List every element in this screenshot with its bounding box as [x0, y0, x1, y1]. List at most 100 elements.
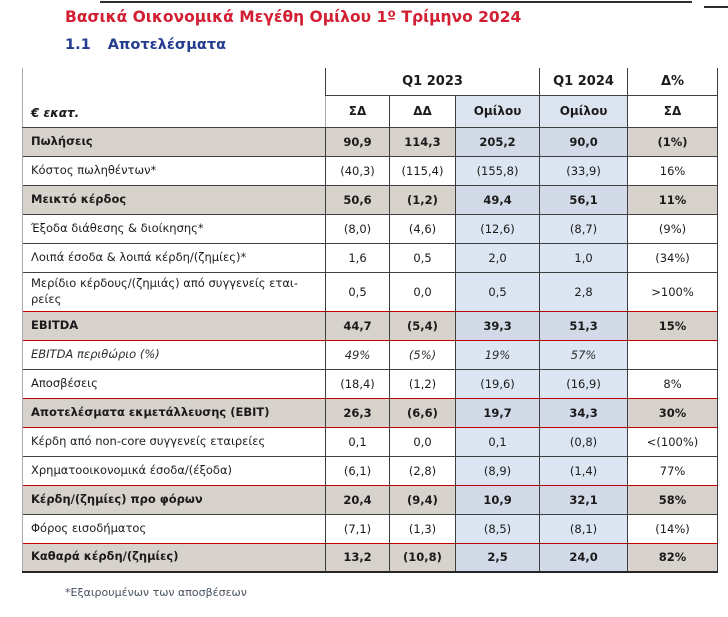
- cell-value: 0,5: [389, 242, 456, 272]
- cell-value: (1%): [627, 126, 718, 156]
- row-label: Μερίδιο κέρδους/(ζημιάς) από συγγενείς ε…: [22, 271, 326, 311]
- cell-value: (14%): [627, 513, 718, 543]
- section-number: 1.1: [65, 37, 91, 53]
- page-top-rule-fragment: [704, 6, 728, 8]
- table-row: Καθαρά κέρδη/(ζημίες) 13,2 (10,8) 2,5 24,0 82…: [22, 542, 718, 572]
- cell-value: 0,1: [325, 426, 390, 456]
- cell-value: 57%: [539, 339, 628, 369]
- cell-value: (9,4): [389, 484, 456, 514]
- row-label: Αποσβέσεις: [22, 368, 326, 398]
- table-row: EBITDA περιθώριο (%) 49% (5%) 19% 57%: [22, 339, 718, 369]
- cell-value: (0,8): [539, 426, 628, 456]
- subheader-dd-2023: ΔΔ: [389, 95, 456, 128]
- unit-label: € εκατ.: [22, 68, 326, 128]
- cell-value: 77%: [627, 455, 718, 485]
- cell-value: (19,6): [454, 368, 540, 398]
- cell-value: (5%): [389, 339, 456, 369]
- cell-value: (10,8): [389, 542, 456, 572]
- row-label: Κόστος πωληθέντων*: [22, 155, 326, 185]
- table-row: Κόστος πωληθέντων* (40,3) (115,4) (155,8) (3…: [22, 155, 718, 185]
- subheader-sd-2023: ΣΔ: [325, 95, 390, 128]
- cell-value: 34,3: [539, 397, 628, 427]
- row-label: Έξοδα διάθεσης & διοίκησης*: [22, 213, 326, 243]
- row-label: Κέρδη/(ζημίες) προ φόρων: [22, 484, 326, 514]
- cell-value: (4,6): [389, 213, 456, 243]
- row-label: Καθαρά κέρδη/(ζημίες): [22, 542, 326, 572]
- cell-value: 1,0: [539, 242, 628, 272]
- col-group-delta: Δ%: [627, 68, 718, 96]
- row-label: Αποτελέσματα εκμετάλλευσης (EBIT): [22, 397, 326, 427]
- cell-value: 82%: [627, 542, 718, 572]
- cell-value: 30%: [627, 397, 718, 427]
- page-top-rule: [100, 1, 692, 3]
- header-group-row: € εκατ. Q1 2023 Q1 2024 Δ%: [22, 68, 718, 128]
- cell-value: 24,0: [539, 542, 628, 572]
- cell-value: (1,2): [389, 184, 456, 214]
- cell-value: 56,1: [539, 184, 628, 214]
- cell-value: 0,5: [325, 271, 390, 311]
- cell-value: (115,4): [389, 155, 456, 185]
- cell-value: 13,2: [325, 542, 390, 572]
- cell-value: 51,3: [539, 310, 628, 340]
- table-row: Κέρδη από non-core συγγενείς εταιρείες 0,…: [22, 426, 718, 456]
- cell-value: 44,7: [325, 310, 390, 340]
- cell-value: (8,0): [325, 213, 390, 243]
- cell-value: 39,3: [454, 310, 540, 340]
- section-heading: 1.1 Αποτελέσματα: [65, 37, 226, 53]
- cell-value: 19,7: [454, 397, 540, 427]
- cell-value: 26,3: [325, 397, 390, 427]
- cell-value: 90,0: [539, 126, 628, 156]
- cell-value: (8,5): [454, 513, 540, 543]
- cell-value: (18,4): [325, 368, 390, 398]
- cell-value: 10,9: [454, 484, 540, 514]
- cell-value: (40,3): [325, 155, 390, 185]
- header-sub-row: ΣΔ ΔΔ Ομίλου Ομίλου ΣΔ: [23, 95, 718, 128]
- cell-value: 8%: [627, 368, 718, 398]
- results-table: € εκατ. Q1 2023 Q1 2024 Δ% ΣΔ ΔΔ Ομίλου …: [22, 68, 719, 573]
- table-row: Χρηματοοικονομικά έσοδα/(έξοδα) (6,1) (2,8…: [22, 455, 718, 485]
- cell-value: 2,0: [454, 242, 540, 272]
- cell-value: 2,8: [539, 271, 628, 311]
- cell-value: 32,1: [539, 484, 628, 514]
- cell-value: 2,5: [454, 542, 540, 572]
- row-label: Μεικτό κέρδος: [22, 184, 326, 214]
- subheader-omilou-2024: Ομίλου: [539, 95, 628, 128]
- row-label: Χρηματοοικονομικά έσοδα/(έξοδα): [22, 455, 326, 485]
- row-label: Φόρος εισοδήματος: [22, 513, 326, 543]
- cell-value: [627, 339, 718, 369]
- cell-value: (34%): [627, 242, 718, 272]
- table-row: Αποτελέσματα εκμετάλλευσης (EBIT) 26,3 (6,…: [22, 397, 718, 427]
- section-title: Αποτελέσματα: [107, 37, 227, 53]
- cell-value: 0,5: [454, 271, 540, 311]
- cell-value: (16,9): [539, 368, 628, 398]
- cell-value: (1,2): [389, 368, 456, 398]
- cell-value: (2,8): [389, 455, 456, 485]
- cell-value: (6,1): [325, 455, 390, 485]
- cell-value: (6,6): [389, 397, 456, 427]
- subheader-sd-delta: ΣΔ: [627, 95, 718, 128]
- cell-value: (12,6): [454, 213, 540, 243]
- table-row: Φόρος εισοδήματος (7,1) (1,3) (8,5) (8,1) (14…: [22, 513, 718, 543]
- table-row: Αποσβέσεις (18,4) (1,2) (19,6) (16,9) 8%: [22, 368, 718, 398]
- row-label: Κέρδη από non-core συγγενείς εταιρείες: [22, 426, 326, 456]
- report-title: Βασικά Οικονομικά Μεγέθη Ομίλου 1º Τρίμη…: [65, 8, 522, 26]
- subheader-omilou-2023: Ομίλου: [454, 95, 540, 128]
- footnote: *Εξαιρουμένων των αποσβέσεων: [65, 586, 247, 599]
- cell-value: (1,4): [539, 455, 628, 485]
- row-label: EBITDA περιθώριο (%): [22, 339, 326, 369]
- cell-value: 20,4: [325, 484, 390, 514]
- cell-value: 58%: [627, 484, 718, 514]
- cell-value: 0,1: [454, 426, 540, 456]
- cell-value: 49%: [325, 339, 390, 369]
- row-label: EBITDA: [22, 310, 326, 340]
- cell-value: 90,9: [325, 126, 390, 156]
- cell-value: <(100%): [627, 426, 718, 456]
- cell-value: 0,0: [389, 271, 456, 311]
- cell-value: 15%: [627, 310, 718, 340]
- cell-value: 1,6: [325, 242, 390, 272]
- cell-value: (9%): [627, 213, 718, 243]
- table-row: Πωλήσεις 90,9 114,3 205,2 90,0 (1%): [22, 126, 718, 156]
- cell-value: (33,9): [539, 155, 628, 185]
- cell-value: (5,4): [389, 310, 456, 340]
- cell-value: (8,7): [539, 213, 628, 243]
